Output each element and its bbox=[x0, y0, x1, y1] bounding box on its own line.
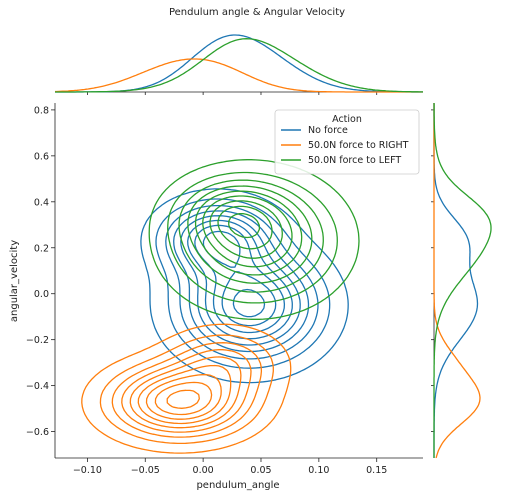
main-plot-area: −0.10 −0.05 0.00 0.05 0.10 0.15 −0.6 −0.4 −0.2 0… bbox=[9, 103, 423, 491]
legend-box bbox=[274, 109, 420, 175]
contour-line bbox=[178, 179, 324, 293]
top-marginal-curve bbox=[55, 34, 423, 93]
right-marginal-curve bbox=[433, 103, 479, 458]
y-ticks: −0.6 −0.4 −0.2 0.0 0.2 0.4 0.6 0.8 bbox=[26, 105, 55, 438]
contour-line bbox=[165, 204, 319, 360]
x-tick-label: 0.15 bbox=[366, 465, 387, 476]
contour-line bbox=[217, 205, 273, 250]
contour-line bbox=[145, 374, 222, 420]
y-tick-label: 0.8 bbox=[34, 105, 49, 116]
legend-label: No force bbox=[308, 125, 348, 136]
x-tick-label: −0.10 bbox=[73, 465, 102, 476]
legend: Action No force 50.0N force to RIGHT 50.0N… bbox=[274, 109, 420, 175]
legend-title: Action bbox=[332, 114, 362, 125]
contour-line bbox=[194, 224, 286, 334]
chart-title: Pendulum angle & Angular Velocity bbox=[169, 7, 345, 18]
contour-layer bbox=[81, 159, 360, 454]
legend-entry: 50.0N force to LEFT bbox=[281, 155, 401, 166]
x-tick-label: 0.10 bbox=[308, 465, 329, 476]
y-tick-label: 0.0 bbox=[34, 289, 49, 300]
contour-line bbox=[81, 323, 292, 454]
y-tick-label: −0.4 bbox=[26, 381, 49, 392]
right-marginal-curve bbox=[433, 103, 481, 459]
contour-line bbox=[187, 185, 313, 284]
contour-line bbox=[129, 356, 242, 429]
y-tick-label: −0.2 bbox=[26, 335, 49, 346]
y-tick-label: 0.4 bbox=[34, 197, 49, 208]
right-marginal-curve bbox=[433, 102, 492, 458]
contour-line bbox=[167, 171, 338, 304]
contour-line bbox=[194, 190, 303, 276]
legend-entry: 50.0N force to RIGHT bbox=[281, 140, 409, 151]
top-marginal-plot bbox=[55, 34, 423, 95]
contour-line bbox=[228, 212, 261, 239]
top-marginal-curve bbox=[55, 58, 423, 93]
x-axis-label: pendulum_angle bbox=[196, 480, 279, 491]
contour-line bbox=[209, 200, 283, 259]
contour-line bbox=[202, 195, 293, 268]
y-tick-label: 0.2 bbox=[34, 243, 49, 254]
contour-line bbox=[155, 198, 331, 369]
contour-line bbox=[173, 210, 310, 353]
contour-line bbox=[121, 349, 252, 433]
contour-line bbox=[166, 389, 200, 409]
top-marginal-curve bbox=[55, 38, 423, 93]
contour-line bbox=[99, 334, 274, 445]
contour-line bbox=[111, 342, 263, 438]
legend-label: 50.0N force to RIGHT bbox=[308, 140, 409, 151]
y-tick-label: −0.6 bbox=[26, 427, 49, 438]
contour-line bbox=[154, 381, 213, 416]
y-tick-label: 0.6 bbox=[34, 151, 49, 162]
legend-label: 50.0N force to LEFT bbox=[308, 155, 401, 166]
contour-line bbox=[137, 364, 232, 425]
contour-line bbox=[148, 159, 360, 320]
y-axis-label: angular_velocity bbox=[9, 240, 20, 322]
legend-entry: No force bbox=[281, 125, 348, 136]
right-marginal-plot bbox=[431, 102, 492, 459]
x-tick-label: −0.05 bbox=[131, 465, 160, 476]
x-tick-label: 0.00 bbox=[193, 465, 214, 476]
x-ticks: −0.10 −0.05 0.00 0.05 0.10 0.15 bbox=[73, 458, 387, 476]
x-tick-label: 0.05 bbox=[250, 465, 271, 476]
